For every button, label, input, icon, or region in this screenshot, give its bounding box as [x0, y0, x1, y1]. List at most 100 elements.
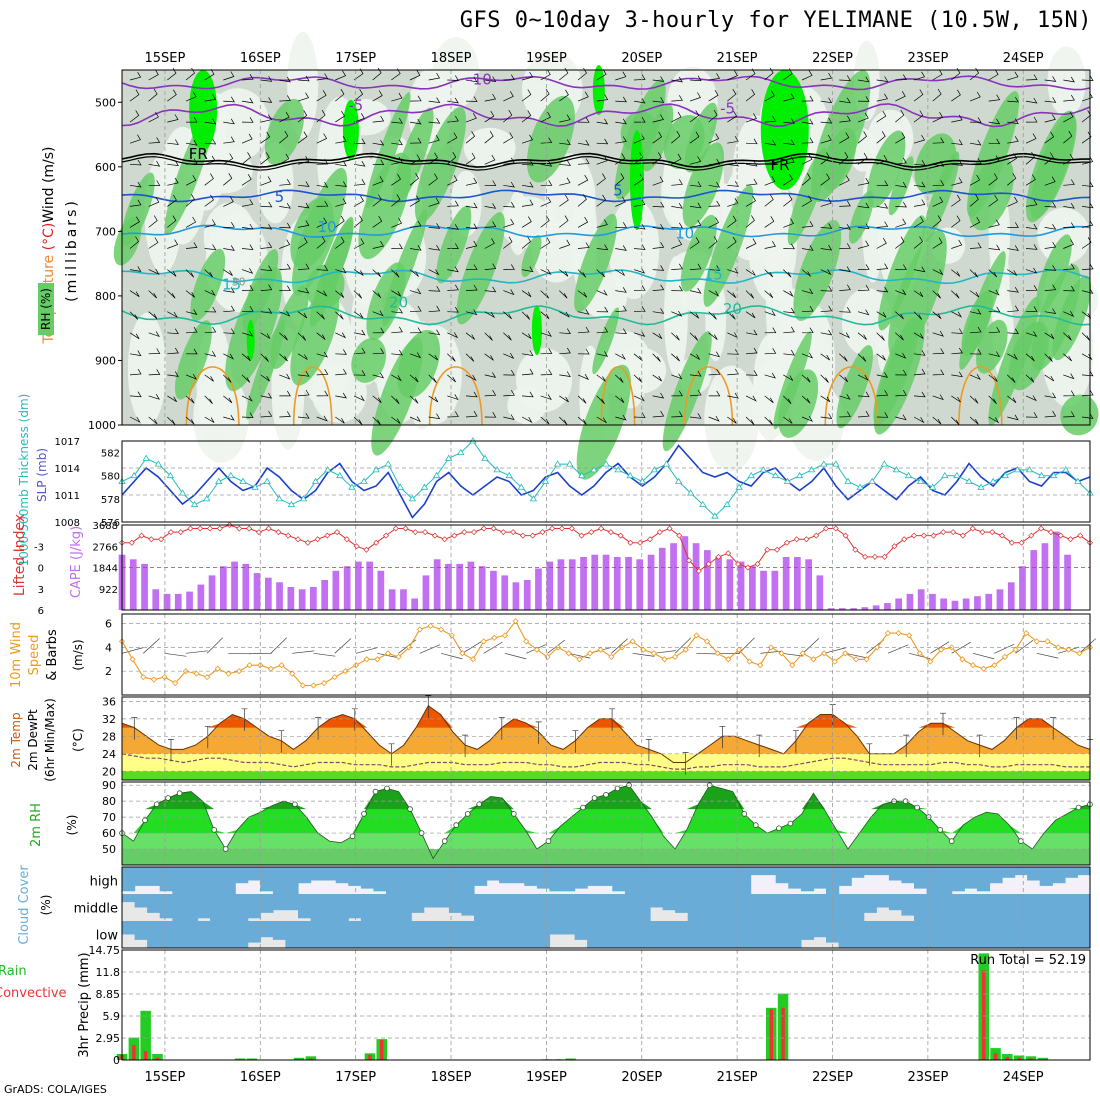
cloud-cover-panel: highmiddlelow — [74, 867, 1091, 948]
cloud-bar — [952, 894, 965, 921]
lifted-index-point — [589, 530, 594, 535]
surface-wind-barb — [739, 638, 755, 654]
cloud-bar — [135, 921, 148, 940]
slp-tick-label: 1011 — [55, 491, 80, 502]
cloud-bar — [524, 921, 537, 948]
cloud-bar — [461, 921, 474, 948]
cloud-bar — [700, 894, 713, 921]
cape-lifted-index-panel: -3036368827661844922 — [34, 521, 1092, 617]
cloud-units-label: (%) — [39, 895, 53, 916]
cape-bar — [1030, 550, 1037, 610]
lifted-index-point — [452, 533, 457, 538]
cloud-bar — [260, 894, 273, 913]
cloud-bar — [248, 921, 261, 943]
surface-wind-barb — [505, 653, 526, 659]
pressure-tick-label: 1000 — [88, 419, 116, 432]
wind-tick-label: 4 — [105, 641, 112, 654]
cloud-bar — [713, 894, 726, 921]
cloud-bar — [625, 921, 638, 948]
cloud-bar — [587, 894, 600, 921]
cloud-bar — [738, 867, 751, 894]
cloud-bar — [562, 867, 575, 891]
wind-speed-point — [758, 663, 763, 668]
cloud-bar — [562, 921, 575, 935]
cape-tick-label: 922 — [99, 585, 118, 596]
cloud-bar — [600, 867, 613, 886]
cape-bar — [524, 580, 531, 610]
wind-speed-point — [247, 663, 252, 668]
cloud-bar — [248, 894, 261, 918]
cape-tick-label: 1844 — [93, 564, 118, 575]
cape-bar — [682, 536, 689, 610]
cloud-bar — [373, 867, 386, 891]
cloud-bar — [864, 921, 877, 948]
rh2m-point — [915, 805, 920, 810]
precip-units-label: 3hr Precip (mm) — [77, 952, 92, 1057]
surface-wind-barb — [143, 639, 159, 654]
li-tick-label: 0 — [38, 564, 44, 575]
contour-label: 10 — [675, 224, 694, 242]
lifted-index-point — [442, 537, 447, 542]
cloud-bar — [813, 867, 826, 889]
wind-speed-point — [811, 657, 816, 662]
cloud-layer-label: low — [96, 929, 119, 944]
cloud-bar — [1040, 894, 1053, 921]
precip-tick-label: 0 — [113, 1054, 120, 1067]
cloud-bar — [713, 867, 726, 894]
cape-bar — [141, 564, 148, 610]
li-tick-label: 6 — [38, 606, 44, 617]
cape-bar — [1008, 582, 1015, 610]
rh2m-point — [753, 823, 758, 828]
lifted-index-point — [423, 530, 428, 535]
cloud-bar — [424, 894, 437, 908]
rh-dry-cell — [464, 128, 516, 169]
wind-speed-point — [332, 675, 337, 680]
cloud-bar — [411, 894, 424, 913]
cloud-bar — [135, 894, 148, 908]
rh2m-point — [385, 786, 390, 791]
precip-convective-bar — [781, 1008, 785, 1060]
cape-bar — [1053, 532, 1060, 610]
lifted-index-point — [560, 526, 565, 531]
cloud-bar — [964, 894, 977, 921]
side-label-part: (m/s) — [41, 146, 57, 187]
temp-axis-label: 2m Temp — [9, 712, 23, 767]
cloud-bar — [575, 867, 588, 889]
lifted-index-point — [511, 530, 516, 535]
panel-frame — [122, 614, 1090, 695]
lifted-index-point — [413, 530, 418, 535]
cloud-bar — [776, 894, 789, 921]
lifted-index-point — [599, 526, 604, 531]
cloud-bar — [424, 921, 437, 948]
lifted-index-point — [296, 537, 301, 542]
date-label-bottom: 17SEP — [335, 1070, 376, 1085]
rh-contour-value: 30 — [232, 276, 246, 289]
cape-bar — [513, 582, 520, 610]
wind-speed-point — [141, 675, 146, 680]
cape-bar — [952, 601, 959, 610]
cloud-bar — [512, 921, 525, 948]
precip-convective-bar — [144, 1051, 148, 1060]
wind-speed-point — [981, 666, 986, 671]
lifted-index-point — [520, 533, 525, 538]
footer-credit: GrADS: COLA/IGES — [4, 1083, 107, 1096]
precip-convective-bar — [132, 1045, 136, 1060]
cloud-bar — [386, 921, 399, 948]
surface-wind-barb — [654, 651, 676, 654]
cloud-bar — [537, 921, 550, 948]
thickness-point — [385, 461, 391, 466]
cloud-bar — [1052, 894, 1065, 921]
lifted-index-point — [794, 537, 799, 542]
cloud-bar — [700, 867, 713, 894]
cape-bar — [254, 573, 261, 610]
precip-convective-bar — [770, 1009, 774, 1060]
cloud-bar — [738, 894, 751, 921]
cape-bar — [288, 587, 295, 610]
cloud-bar — [675, 894, 688, 913]
temp2m-panel: 3632282420 — [102, 695, 1093, 780]
cape-bar — [400, 589, 407, 610]
contour-label: -10 — [467, 71, 492, 89]
surface-wind-barb — [335, 639, 351, 654]
wind10m-panel: 642 — [105, 618, 1096, 689]
cloud-bar — [298, 921, 311, 948]
